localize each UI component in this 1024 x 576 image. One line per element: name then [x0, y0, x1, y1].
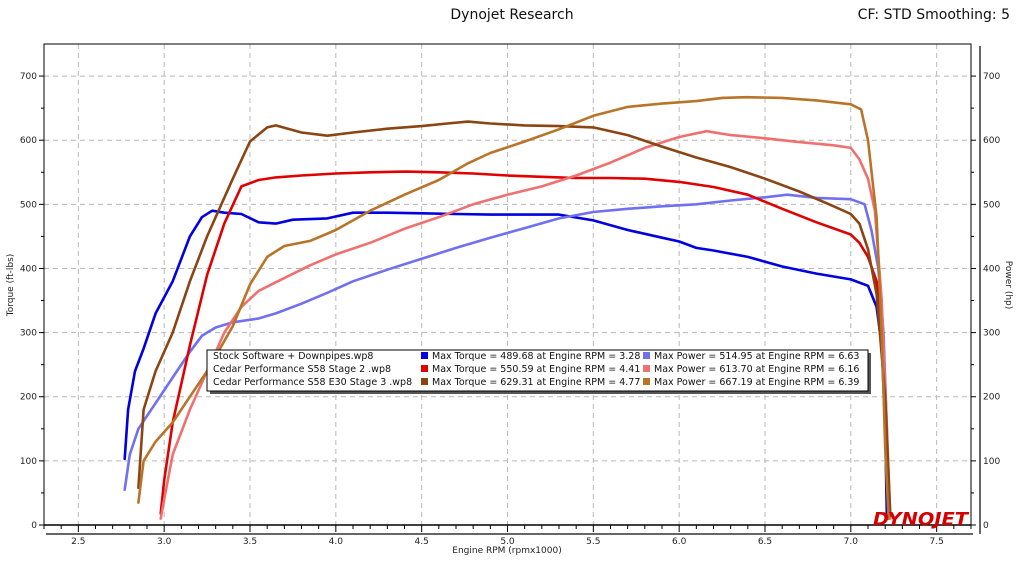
- y-left-tick-label: 500: [20, 200, 37, 210]
- series-power-line-5: [137, 95, 890, 520]
- legend: Stock Software + Downpipes.wp8 Max Torque…: [206, 349, 871, 394]
- x-tick-label: 6.5: [758, 537, 772, 547]
- y-axis-title-right: Power (hp): [1003, 261, 1013, 310]
- x-tick-label: 6.0: [672, 537, 687, 547]
- y-left-tick-label: 600: [20, 136, 37, 146]
- legend-power-swatch: [643, 378, 650, 385]
- x-tick-label: 7.0: [844, 537, 859, 547]
- legend-torque-swatch: [421, 378, 428, 385]
- logo-text: DYNOJET: [873, 509, 970, 530]
- legend-max-torque: Max Torque = 550.59 at Engine RPM = 4.41: [432, 364, 640, 375]
- correction-info: CF: STD Smoothing: 5: [858, 7, 1010, 23]
- y-ticks-right: 0 100 200 300 400 500 600 700: [971, 72, 1000, 531]
- legend-run-name: Stock Software + Downpipes.wp8: [213, 351, 373, 362]
- y-right-tick-label: 100: [983, 457, 1000, 467]
- y-left-tick-label: 100: [20, 457, 37, 467]
- x-tick-label: 2.5: [71, 537, 85, 547]
- x-tick-label: 5.0: [500, 537, 515, 547]
- series-torque-line-4: [137, 120, 892, 517]
- y-right-tick-label: 300: [983, 329, 1000, 339]
- y-right-tick-label: 200: [983, 393, 1000, 403]
- legend-torque-swatch: [421, 352, 428, 359]
- x-tick-label: 5.5: [586, 537, 600, 547]
- legend-max-power: Max Power = 613.70 at Engine RPM = 6.16: [654, 364, 859, 375]
- series-torque-line-2: [159, 170, 890, 520]
- y-left-tick-label: 700: [20, 72, 37, 82]
- series-torque-line-0: [123, 209, 889, 520]
- x-tick-label: 3.0: [157, 537, 172, 547]
- y-right-tick-label: 700: [983, 72, 1000, 82]
- x-tick-label: 4.0: [329, 537, 344, 547]
- dynojet-logo: DYNOJET: [873, 509, 970, 530]
- x-ticks: 2.5 3.0 3.5 4.0 4.5 5.0 5.5 6.0 6.5 7.0 7.5: [43, 525, 972, 547]
- legend-max-torque: Max Torque = 489.68 at Engine RPM = 3.28: [432, 351, 640, 362]
- series-power-line-1: [123, 193, 890, 520]
- x-tick-label: 4.5: [415, 537, 429, 547]
- y-ticks-left: 0 100 200 300 400 500 600 700: [20, 72, 44, 531]
- grid-lines: [44, 44, 971, 525]
- legend-max-torque: Max Torque = 629.31 at Engine RPM = 4.77: [432, 377, 640, 388]
- x-axis-title: Engine RPM (rpmx1000): [452, 546, 561, 556]
- legend-power-swatch: [643, 365, 650, 372]
- y-right-tick-label: 600: [983, 136, 1000, 146]
- y-right-tick-label: 0: [983, 521, 989, 531]
- y-right-tick-label: 500: [983, 200, 1000, 210]
- legend-torque-swatch: [421, 365, 428, 372]
- x-tick-label: 7.5: [930, 537, 944, 547]
- series-lines: [123, 95, 892, 520]
- legend-max-power: Max Power = 667.19 at Engine RPM = 6.39: [654, 377, 859, 388]
- y-right-tick-label: 400: [983, 264, 1000, 274]
- series-power-line-3: [159, 129, 892, 520]
- chart-title: Dynojet Research: [450, 7, 573, 23]
- y-left-tick-label: 400: [20, 264, 37, 274]
- legend-box: [206, 349, 869, 392]
- y-left-tick-label: 200: [20, 393, 37, 403]
- legend-power-swatch: [643, 352, 650, 359]
- y-left-tick-label: 300: [20, 329, 37, 339]
- x-tick-label: 3.5: [243, 537, 257, 547]
- legend-run-name: Cedar Performance S58 E30 Stage 3 .wp8: [213, 377, 412, 388]
- y-axis-title-left: Torque (ft-lbs): [6, 254, 16, 318]
- y-left-tick-label: 0: [31, 521, 37, 531]
- legend-run-name: Cedar Performance S58 Stage 2 .wp8: [213, 364, 391, 375]
- legend-max-power: Max Power = 514.95 at Engine RPM = 6.63: [654, 351, 859, 362]
